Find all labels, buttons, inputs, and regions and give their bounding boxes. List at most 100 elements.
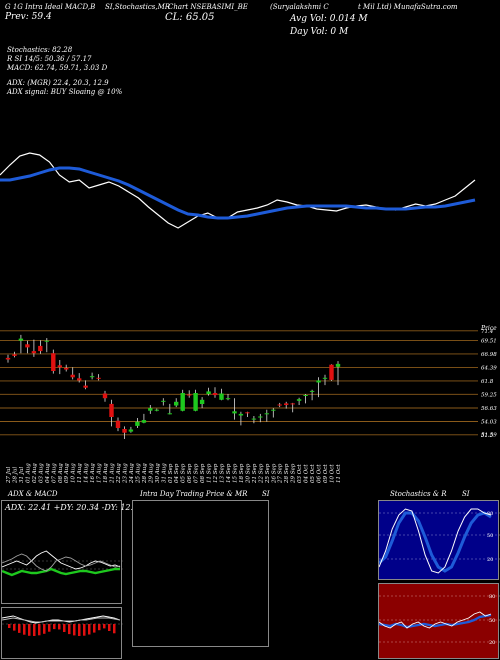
candle-body — [102, 393, 108, 399]
macd-readout: MACD: 62.74, 59.71, 3.03 D — [7, 64, 108, 72]
price-level-label: 66.98 — [481, 352, 497, 358]
stoch-d-line — [379, 511, 492, 573]
date-label: 28 Jul — [13, 467, 19, 484]
candle-body — [77, 378, 82, 381]
prev-close: Prev: 59.4 — [5, 12, 52, 22]
header-part-3: Chart NSEBASIMI_BE — [168, 3, 248, 11]
candle-body — [212, 393, 218, 396]
candle-body — [335, 363, 341, 367]
date-label: 13 Sep — [220, 463, 226, 483]
date-label: 27 Sep — [278, 463, 284, 484]
day-volume: Day Vol: 0 M — [290, 27, 349, 37]
candle-body — [148, 408, 153, 411]
candle-body — [277, 404, 282, 406]
candle-body — [141, 420, 147, 423]
candle-body — [5, 357, 11, 360]
date-label: 10 Oct — [330, 464, 336, 483]
date-label: 17 Aug — [97, 463, 103, 483]
macd-panel — [1, 607, 123, 659]
candle-body — [322, 377, 328, 379]
stoch-plot: 80 50 20 — [379, 508, 500, 574]
price-level-label: 71.4 — [481, 329, 494, 335]
candle-body — [31, 351, 37, 354]
candle-body — [154, 409, 159, 411]
candle-body — [128, 429, 134, 432]
date-label: 01 Aug — [25, 463, 31, 483]
date-label: 18 Aug — [103, 463, 109, 483]
date-label: 05 Sep — [181, 463, 187, 483]
date-label: 23 Aug — [123, 463, 129, 484]
candle-body — [109, 403, 114, 417]
candle-body — [25, 344, 30, 348]
rsi-tick-label: 80 — [489, 594, 495, 600]
header-part-2: SI,Stochastics,MR — [105, 3, 171, 11]
date-label: 05 Oct — [310, 464, 316, 483]
adx-minus-di-line — [2, 567, 120, 577]
date-label: 08 Aug — [58, 463, 64, 483]
candle-body — [309, 390, 315, 392]
price-level-label: 51.59 — [481, 432, 497, 438]
rsi-plot: 80 50 20 — [379, 594, 500, 646]
macd-histogram-bar — [73, 624, 76, 636]
stoch-tick-label: 80 — [487, 511, 493, 517]
date-label: 10 Aug — [71, 463, 77, 483]
macd-histogram-bar — [93, 624, 96, 633]
candle-body — [219, 393, 224, 400]
macd-histogram-bar — [18, 624, 21, 633]
header-line-4: (Suryalakshmi C — [270, 4, 329, 11]
candle-body — [251, 418, 257, 420]
candle-body — [18, 338, 24, 341]
macd-histogram-bar — [43, 624, 46, 634]
price-level-label: 51.5 — [481, 433, 494, 439]
candle-body — [89, 376, 95, 378]
macd-histogram-bar — [48, 624, 51, 632]
stoch-panel: 80 50 20 — [378, 500, 500, 580]
candle-body — [296, 399, 302, 401]
candle-body — [303, 395, 308, 396]
candle-body — [238, 413, 244, 416]
macd-histogram-bar — [28, 624, 31, 636]
date-label: 22 Aug — [116, 463, 122, 484]
rsi-tick-label: 20 — [489, 640, 495, 646]
macd-histogram-bar — [108, 624, 111, 631]
macd-histogram-bar — [63, 624, 66, 632]
macd-histogram-bar — [103, 624, 106, 629]
intra-panel — [132, 500, 269, 647]
date-label: 30 Aug — [155, 463, 161, 483]
date-label: 11 Sep — [207, 463, 213, 483]
adx-signal-readout: ADX signal: BUY Sloaing @ 10% — [7, 88, 123, 96]
rsi-line — [379, 611, 492, 629]
adx-plus-di-line — [2, 550, 121, 570]
macd-line — [2, 615, 121, 624]
date-label: 06 Oct — [317, 464, 323, 483]
date-label: 29 Sep — [291, 463, 297, 484]
date-label: 09 Oct — [323, 464, 329, 483]
date-label: 31 Jul — [19, 467, 25, 483]
candle-body — [199, 399, 205, 404]
candle-body — [167, 413, 172, 415]
rsi-readout: R SI 14/5: 50.36 / 57.17 — [7, 55, 92, 63]
macd-signal-line — [2, 617, 121, 623]
macd-plot — [2, 615, 123, 636]
macd-histogram-bar — [83, 624, 86, 636]
avg-volume: Avg Vol: 0.014 M — [290, 14, 368, 24]
macd-histogram-bar — [58, 624, 61, 630]
date-label: 11 Oct — [336, 464, 342, 483]
price-level-label: 59.25 — [481, 392, 497, 398]
header-part-5: t Mil Ltd) MunafaSutra.com — [358, 3, 458, 11]
candle-body — [70, 374, 75, 378]
date-label: 28 Sep — [284, 463, 290, 484]
candle-body — [290, 403, 295, 405]
date-label: 26 Sep — [271, 463, 277, 484]
date-label: 03 Aug — [38, 463, 44, 483]
candle-body — [122, 429, 127, 433]
candle-body — [12, 354, 17, 356]
date-label: 07 Sep — [194, 463, 200, 483]
price-level-label: 64.39 — [481, 365, 497, 371]
date-label: 15 Sep — [232, 463, 238, 483]
date-label: 22 Sep — [258, 463, 264, 484]
candle-body — [64, 367, 69, 370]
date-label: 07 Aug — [51, 463, 57, 483]
stochastics-readout: Stochastics: 82.28 — [7, 46, 73, 54]
candle-body — [44, 340, 49, 342]
